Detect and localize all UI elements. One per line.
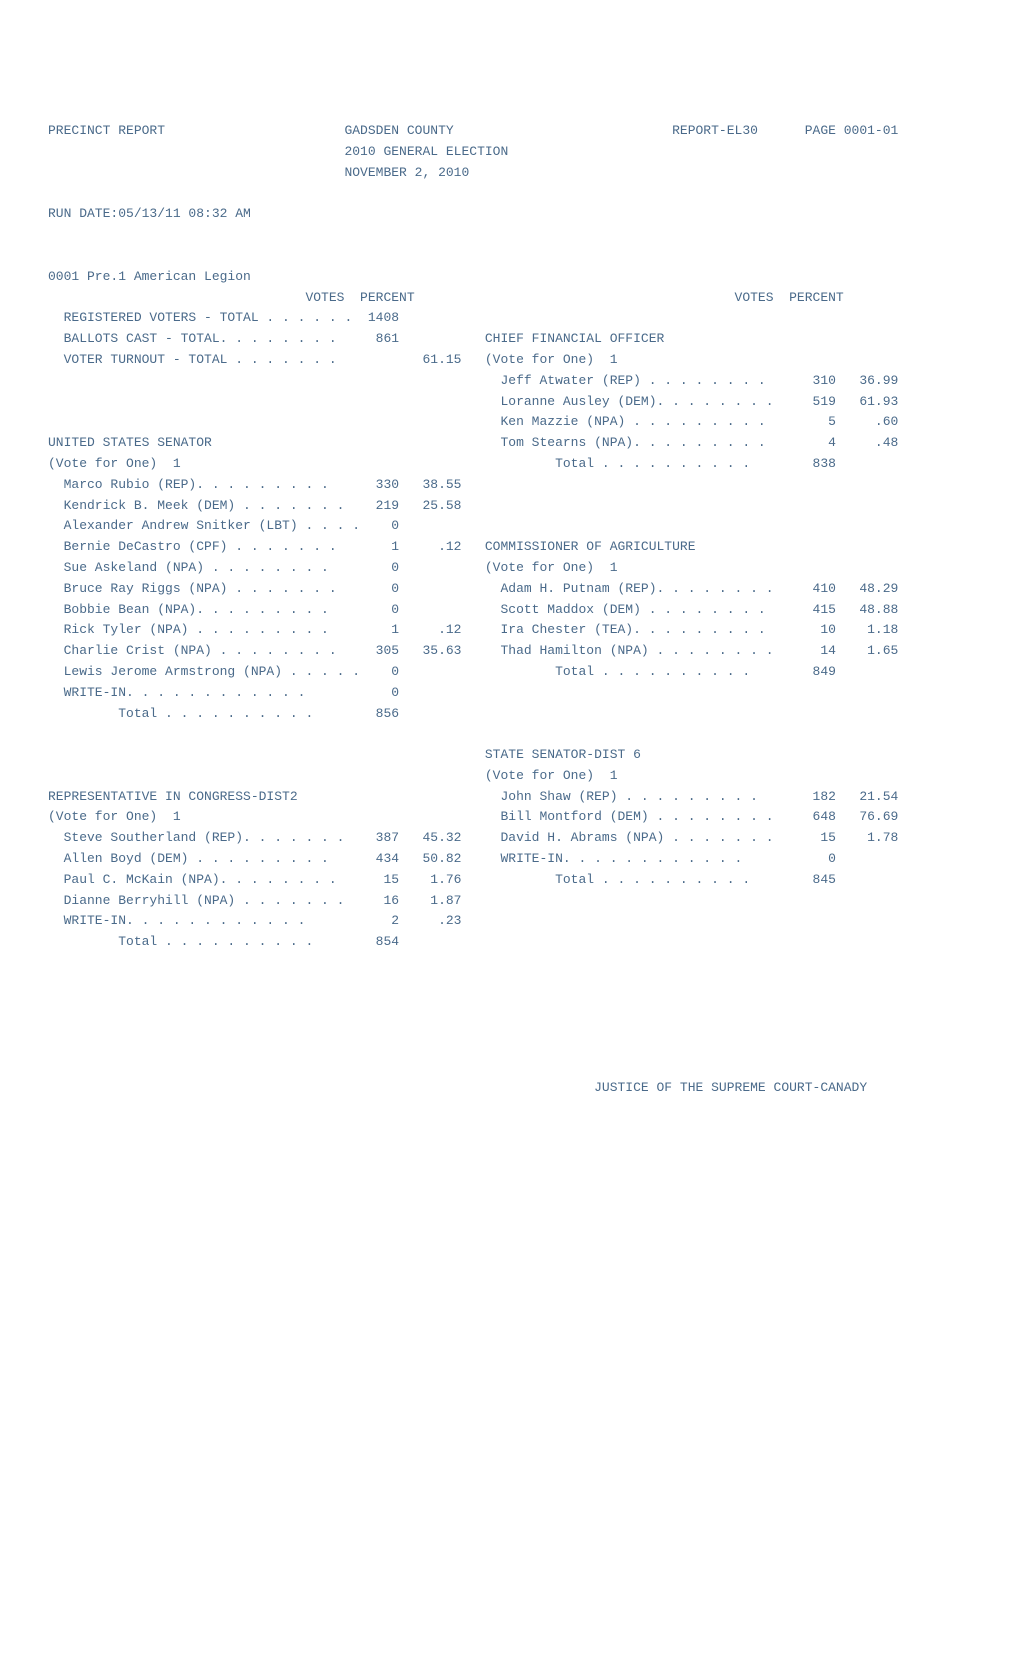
report-body: PRECINCT REPORT GADSDEN COUNTY REPORT-EL…	[48, 121, 972, 1098]
